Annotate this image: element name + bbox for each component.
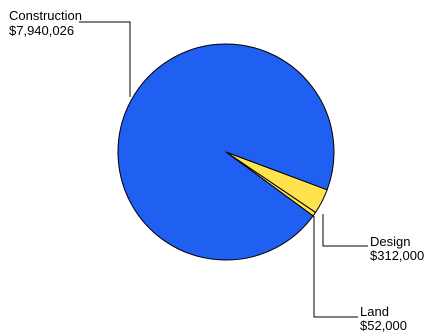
leader-line-land (313, 216, 358, 318)
slice-labels: Construction$7,940,026 Design$312,000 Land… (9, 8, 424, 333)
slice-label-design: Design (370, 234, 410, 249)
label-leader-lines (79, 21, 368, 318)
slice-value-construction: $7,940,026 (9, 23, 74, 38)
slice-value-land: $52,000 (360, 318, 407, 333)
leader-line-design (322, 214, 368, 247)
pie-slices (117, 43, 335, 261)
leader-line-construction (79, 21, 131, 97)
pie-slice-construction (117, 43, 335, 261)
slice-value-design: $312,000 (370, 248, 424, 263)
slice-label-land: Land (360, 304, 389, 319)
slice-label-construction: Construction (9, 8, 82, 23)
